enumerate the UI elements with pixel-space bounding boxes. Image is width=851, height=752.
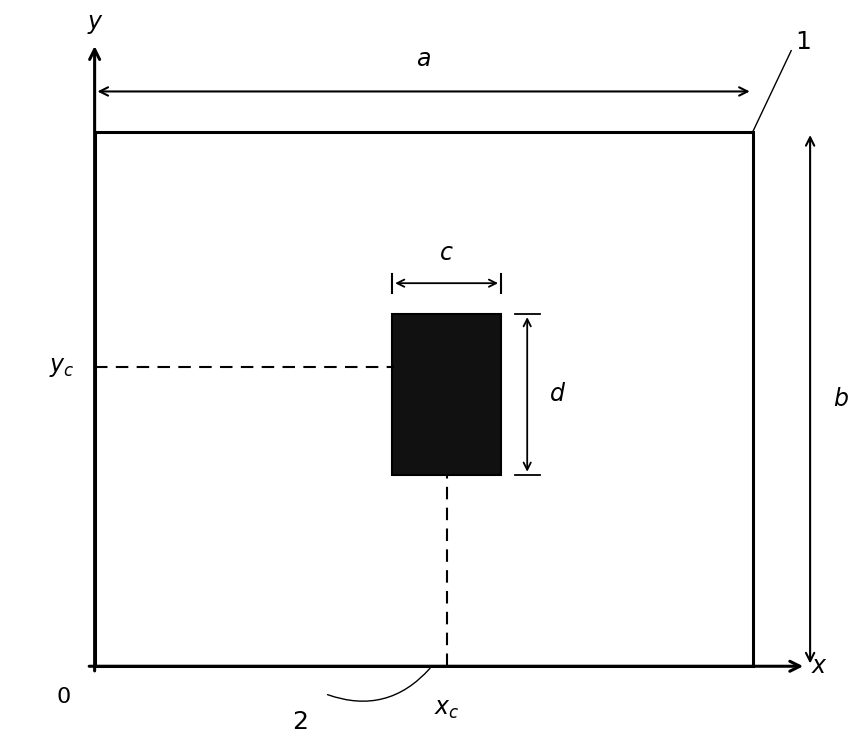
Text: c: c	[440, 241, 453, 265]
Text: b: b	[833, 387, 848, 411]
Text: 1: 1	[796, 30, 811, 54]
Text: y: y	[88, 11, 101, 35]
Text: d: d	[551, 383, 565, 406]
Text: $x_c$: $x_c$	[434, 697, 460, 721]
Text: x: x	[812, 654, 825, 678]
Bar	[94, 132, 752, 666]
Bar	[392, 314, 501, 475]
Text: 0: 0	[56, 687, 71, 708]
Text: $y_c$: $y_c$	[49, 355, 74, 379]
Text: 2: 2	[292, 711, 308, 735]
Text: a: a	[416, 47, 431, 71]
